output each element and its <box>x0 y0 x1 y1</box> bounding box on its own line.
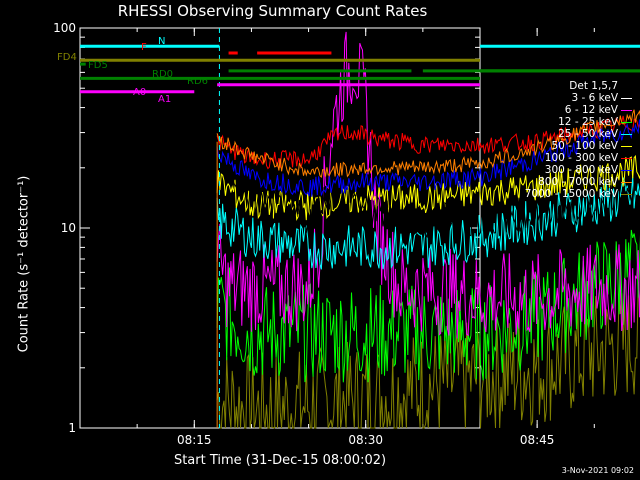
legend-title: Det 1,5,7 <box>569 80 618 92</box>
legend-swatch <box>621 146 632 147</box>
x-tick-label: 08:45 <box>520 433 555 447</box>
chart-title: RHESSI Observing Summary Count Rates <box>117 2 428 20</box>
series-line <box>216 31 640 339</box>
x-tick-label: 08:15 <box>177 433 212 447</box>
legend-swatch <box>621 122 632 123</box>
flag-label: FD4 <box>57 52 77 63</box>
legend-label: 7000 - 15000 keV <box>524 188 618 200</box>
series-line <box>216 109 640 178</box>
legend-item: 3 - 6 keV <box>490 92 632 104</box>
x-tick-label: 08:30 <box>348 433 383 447</box>
legend-swatch <box>621 98 632 99</box>
series-line <box>216 115 640 170</box>
y-tick-label: 10 <box>61 221 76 235</box>
legend-label: 12 - 25 keV <box>558 116 618 128</box>
legend-item: 300 - 800 keV <box>490 164 632 176</box>
legend-item: 800 - 7000 keV <box>490 176 632 188</box>
flag-layer: NF FD4 FD5 RD0 RD6 A0 A1 <box>57 28 640 428</box>
legend-swatch <box>621 134 632 135</box>
series-line <box>216 281 640 429</box>
legend-swatch <box>621 110 632 111</box>
series-line <box>216 154 640 221</box>
legend-label: 6 - 12 keV <box>564 104 618 116</box>
flag-label: N <box>158 36 165 47</box>
flag-label: FD5 <box>88 60 108 71</box>
legend-swatch <box>621 182 632 183</box>
series-layer <box>216 31 640 429</box>
x-axis-label: Start Time (31-Dec-15 08:00:02) <box>173 453 387 468</box>
flag-label: A0 <box>133 87 146 98</box>
legend-item: 100 - 300 keV <box>490 152 632 164</box>
flag-label: A1 <box>158 94 171 105</box>
legend-item: 25 - 50 keV <box>490 128 632 140</box>
y-axis-label: Count Rate (s⁻¹ detector⁻¹) <box>16 175 32 353</box>
legend-label: 50 - 100 keV <box>551 140 618 152</box>
legend-item: 12 - 25 keV <box>490 116 632 128</box>
legend-label: 800 - 7000 keV <box>538 176 618 188</box>
legend-label: 300 - 800 keV <box>544 164 618 176</box>
series-line <box>216 176 640 270</box>
legend-item: 7000 - 15000 keV <box>490 188 632 200</box>
flag-label: RD0 <box>152 69 173 80</box>
y-tick-label: 1 <box>68 421 76 435</box>
series-line <box>216 229 640 383</box>
legend-swatch <box>621 158 632 159</box>
timestamp: 3-Nov-2021 09:02 <box>561 466 634 475</box>
legend-swatch <box>621 170 632 171</box>
legend-item: 50 - 100 keV <box>490 140 632 152</box>
legend-label: 25 - 50 keV <box>558 128 618 140</box>
legend: Det 1,5,7 3 - 6 keV 6 - 12 keV 12 - 25 keV… <box>490 80 632 200</box>
legend-item: 6 - 12 keV <box>490 104 632 116</box>
y-tick-label: 100 <box>53 21 76 35</box>
series-line <box>216 142 640 238</box>
flag-label: F <box>141 42 147 53</box>
flag-label: RD6 <box>187 76 208 87</box>
legend-swatch <box>621 194 632 195</box>
legend-label: 100 - 300 keV <box>544 152 618 164</box>
series-line <box>216 119 640 197</box>
legend-label: 3 - 6 keV <box>571 92 618 104</box>
